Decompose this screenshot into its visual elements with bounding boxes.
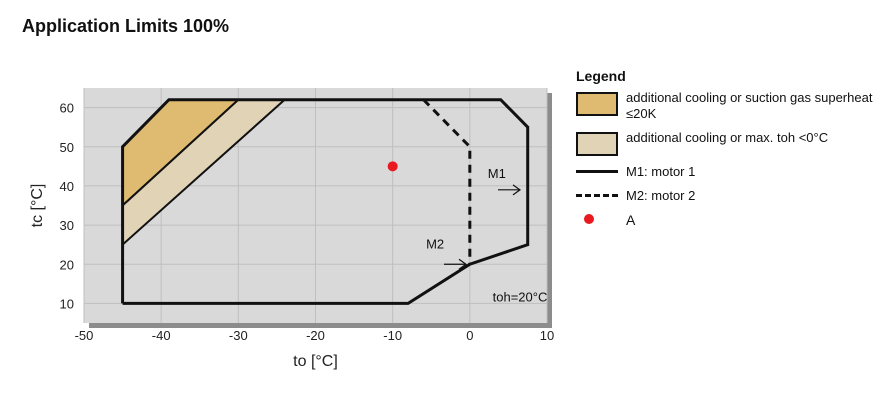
x-tick-label: -50	[75, 328, 94, 343]
annotation-m2-arrowhead	[458, 258, 468, 270]
annotation-m1-arrowhead	[512, 184, 522, 196]
legend-swatch-motor1	[576, 164, 618, 178]
legend: Legend additional cooling or suction gas…	[576, 68, 876, 236]
page-title: Application Limits 100%	[22, 16, 230, 36]
legend-item-point-a: A	[576, 212, 876, 228]
series-motor1-line	[121, 98, 530, 305]
legend-item-motor1: M1: motor 1	[576, 164, 876, 180]
y-tick-label: 60	[60, 101, 74, 116]
y-axis-label: tc [°C]	[29, 184, 46, 228]
y-tick-label: 30	[60, 218, 74, 233]
x-tick-label: -20	[306, 328, 325, 343]
legend-swatch-max-toh	[576, 132, 618, 156]
legend-label-point-a: A	[626, 212, 636, 228]
marker-point-a	[387, 161, 398, 172]
legend-label-superheat: additional cooling or suction gas superh…	[626, 90, 873, 121]
x-tick-label: 0	[466, 328, 473, 343]
x-tick-label: -40	[152, 328, 171, 343]
y-tick-label: 50	[60, 140, 74, 155]
annotation-m2-label: M2	[426, 237, 444, 252]
y-tick-label: 20	[60, 257, 74, 272]
legend-item-motor2: M2: motor 2	[576, 188, 876, 204]
legend-swatch-motor2	[576, 188, 618, 202]
y-tick-label: 10	[60, 296, 74, 311]
legend-swatch-point-a	[576, 212, 618, 226]
legend-item-max-toh: additional cooling or max. toh <0°C	[576, 130, 876, 156]
legend-swatch-superheat	[576, 92, 618, 116]
series-motor2-line	[422, 98, 472, 265]
y-tick-label: 40	[60, 179, 74, 194]
legend-label-motor1: M1: motor 1	[626, 164, 696, 179]
x-tick-label: 10	[540, 328, 554, 343]
x-tick-label: -10	[383, 328, 402, 343]
legend-title: Legend	[576, 68, 626, 84]
annotation-toh: toh=20°C	[493, 289, 548, 304]
x-tick-label: -30	[229, 328, 248, 343]
annotation-m1-label: M1	[488, 166, 506, 181]
legend-label-motor2: M2: motor 2	[626, 188, 696, 203]
legend-label-max-toh: additional cooling or max. toh <0°C	[626, 130, 829, 145]
legend-item-superheat: additional cooling or suction gas superh…	[576, 90, 876, 122]
x-axis-label: to [°C]	[293, 353, 338, 370]
